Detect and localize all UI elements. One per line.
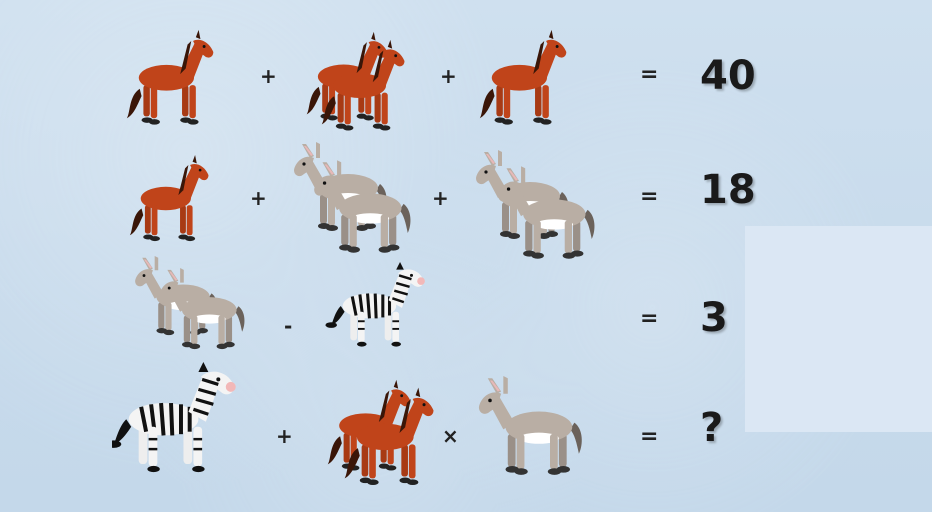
plus-operator: + xyxy=(250,186,267,210)
donkey-icon xyxy=(472,376,588,476)
plus-operator: + xyxy=(440,64,457,88)
plus-operator: + xyxy=(276,424,293,448)
horse-icon xyxy=(320,32,408,134)
horse-icon xyxy=(125,150,215,242)
horse-icon xyxy=(342,382,438,486)
equals-sign: = xyxy=(640,306,659,331)
donkey-icon xyxy=(494,166,598,260)
plus-operator: + xyxy=(432,186,449,210)
result-question-mark: ? xyxy=(700,405,724,451)
result-value: 3 xyxy=(700,295,728,341)
equals-sign: = xyxy=(640,62,659,87)
times-operator: × xyxy=(442,424,459,448)
horse-icon xyxy=(478,22,570,128)
horse-icon xyxy=(125,22,217,128)
equals-sign: = xyxy=(640,184,659,209)
result-value: 18 xyxy=(700,167,756,213)
donkey-icon xyxy=(310,160,414,254)
zebra-icon xyxy=(320,262,438,348)
result-value: 40 xyxy=(700,53,756,99)
zebra-icon xyxy=(112,362,240,474)
minus-operator: - xyxy=(284,314,293,338)
donkey-icon xyxy=(150,268,254,350)
side-panel xyxy=(745,226,932,432)
equals-sign: = xyxy=(640,424,659,449)
plus-operator: + xyxy=(260,64,277,88)
